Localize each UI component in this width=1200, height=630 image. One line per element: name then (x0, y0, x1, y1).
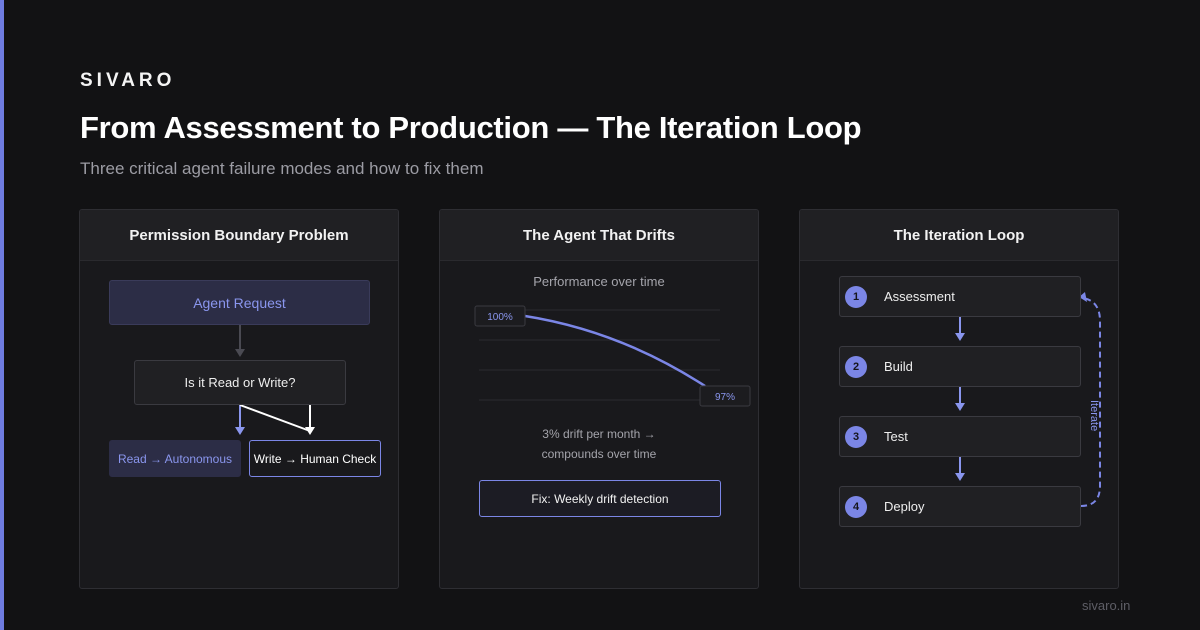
arrow-head (235, 427, 245, 435)
iteration-loop-panel: The Iteration Loop 1 Assessment 2 Build … (799, 209, 1119, 589)
step-build: 2 Build (839, 346, 1081, 387)
step-number-badge: 4 (845, 495, 867, 518)
chart-title: Performance over time (533, 274, 665, 289)
step-number-badge: 2 (845, 355, 867, 378)
step-label: Test (884, 429, 908, 444)
caption-line: compounds over time (541, 447, 657, 461)
panel-body: Agent Request Is it Read or Write? Read … (80, 261, 398, 588)
step-number-badge: 1 (845, 285, 867, 308)
diagonal-connector (239, 404, 311, 432)
drift-chart: 100% 97% (474, 305, 751, 407)
step-label: Deploy (884, 499, 925, 514)
step-label: Assessment (884, 289, 955, 304)
page-title: From Assessment to Production — The Iter… (80, 110, 862, 145)
permission-boundary-panel: Permission Boundary Problem Agent Reques… (79, 209, 399, 589)
arrow-head (235, 349, 245, 357)
step-number-badge: 3 (845, 425, 867, 448)
page-subtitle: Three critical agent failure modes and h… (80, 159, 484, 178)
arrow-head (955, 473, 965, 481)
step-label: Build (884, 359, 913, 374)
panel-title: The Iteration Loop (800, 210, 1118, 261)
iterate-loop-path (1080, 297, 1101, 507)
footer-url: sivaro.in (1082, 598, 1131, 613)
loop-arrows (955, 292, 1101, 507)
read-autonomous-box: Read → Autonomous (109, 440, 241, 477)
write-human-check-box: Write → Human Check (249, 440, 381, 477)
panel-body: Performance over time 100% 97% 3% drift … (440, 261, 758, 588)
caption-line: 3% drift per month → (542, 427, 656, 441)
arrow-head (955, 403, 965, 411)
panel-title: Permission Boundary Problem (80, 210, 398, 261)
step-deploy: 4 Deploy (839, 486, 1081, 527)
drift-fix-box: Fix: Weekly drift detection (479, 480, 721, 517)
end-label: 97% (715, 392, 735, 403)
read-write-decision: Is it Read or Write? (134, 360, 346, 405)
step-test: 3 Test (839, 416, 1081, 457)
iterate-label: Iterate (1088, 400, 1100, 432)
panel-body: 1 Assessment 2 Build 3 Test 4 Deploy Ite… (800, 261, 1118, 588)
end-label-box (699, 385, 751, 407)
drift-line (524, 314, 706, 388)
agent-drift-panel: The Agent That Drifts Performance over t… (439, 209, 759, 589)
drift-caption: 3% drift per month → compounds over time (440, 424, 758, 464)
step-assessment: 1 Assessment (839, 276, 1081, 317)
flow-arrows (235, 325, 315, 435)
arrow-head (1079, 292, 1087, 302)
brand-logo: SIVARO (80, 70, 176, 91)
panel-title: The Agent That Drifts (440, 210, 758, 261)
accent-bar (0, 0, 4, 630)
start-label: 100% (487, 312, 513, 323)
agent-request-box: Agent Request (109, 280, 370, 325)
start-label-box (474, 305, 526, 327)
arrow-head (955, 333, 965, 341)
